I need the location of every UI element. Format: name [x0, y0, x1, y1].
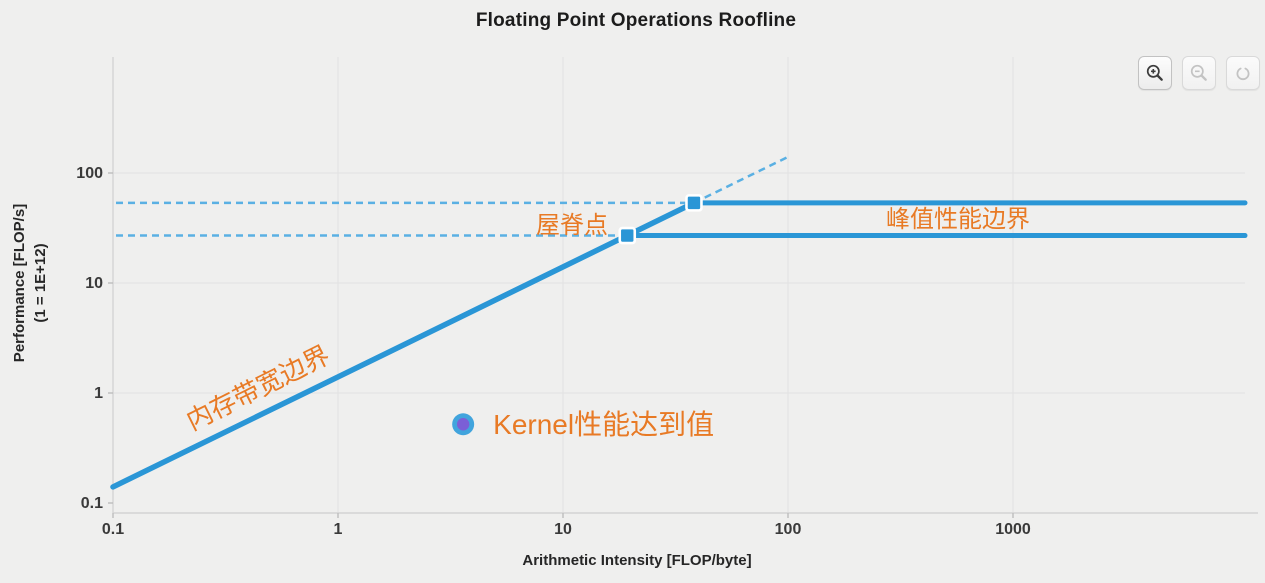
ridge-point-label: 屋脊点: [536, 212, 608, 239]
y-tick-label: 0.1: [81, 495, 103, 512]
magnifier-plus-icon: [1146, 64, 1163, 81]
y-tick-label: 10: [85, 275, 103, 292]
y-axis-title-note: (1 = 1E+12): [32, 243, 49, 322]
ridge-point-marker: [618, 226, 637, 245]
x-tick-label: 10: [554, 521, 572, 538]
peak-performance-label: 峰值性能边界: [886, 206, 1030, 233]
chart-title: Floating Point Operations Roofline: [475, 10, 797, 31]
magnifier-minus-icon: [1190, 64, 1207, 81]
x-tick-label: 1000: [995, 521, 1031, 538]
y-axis-title: Performance [FLOP/s]: [11, 204, 28, 362]
x-tick-label: 1: [334, 521, 343, 538]
y-tick-label: 100: [76, 165, 103, 182]
x-axis-title: Arithmetic Intensity [FLOP/byte]: [522, 552, 751, 569]
reset-zoom-button[interactable]: [1226, 56, 1260, 90]
y-tick-label: 1: [94, 385, 103, 402]
zoom-toolbar: [1138, 56, 1262, 92]
zoom-in-button[interactable]: [1138, 56, 1172, 90]
kernel-point-inner: [456, 418, 470, 431]
circular-arrow-icon: [1236, 67, 1250, 81]
zoom-out-button[interactable]: [1182, 56, 1216, 90]
kernel-point-label: Kernel性能达到值: [493, 409, 714, 440]
x-tick-label: 0.1: [102, 521, 124, 538]
memory-bandwidth-line: [110, 200, 697, 490]
x-tick-label: 100: [775, 521, 802, 538]
memory-bandwidth-dashed-extension: [693, 155, 789, 205]
ridge-point-marker: [685, 194, 703, 212]
